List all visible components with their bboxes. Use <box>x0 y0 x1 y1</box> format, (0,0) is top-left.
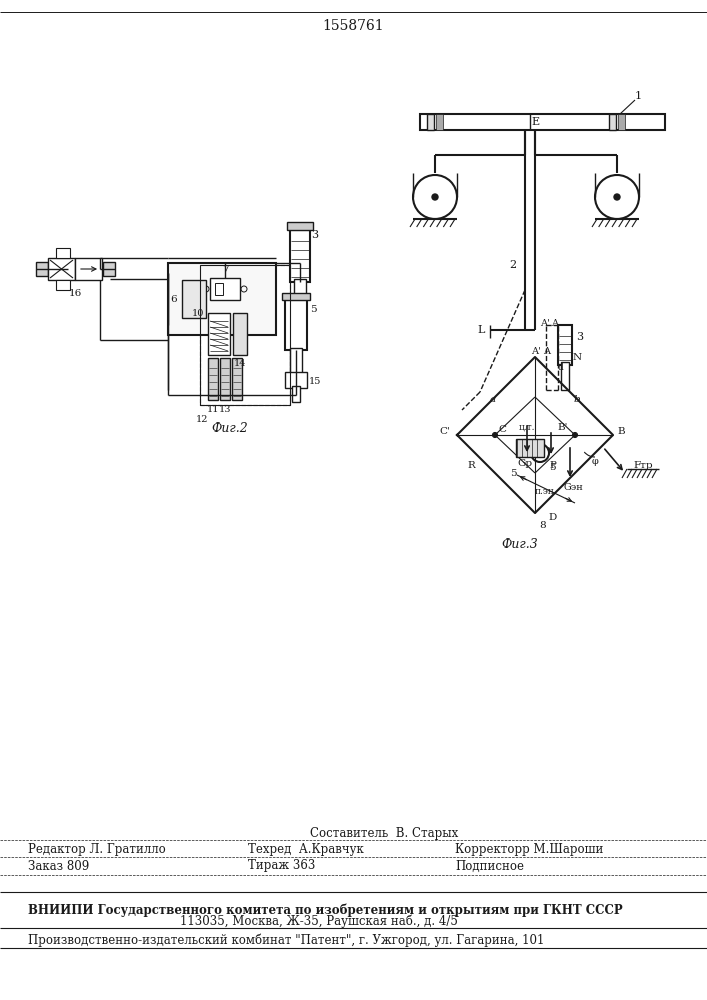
Text: B: B <box>617 426 625 436</box>
Text: Заказ 809: Заказ 809 <box>28 859 89 872</box>
Text: 15: 15 <box>309 377 321 386</box>
Text: 6: 6 <box>170 294 177 304</box>
Bar <box>282 293 310 300</box>
Text: C: C <box>498 424 506 434</box>
Text: b: b <box>573 394 580 403</box>
Bar <box>290 230 310 282</box>
Text: 5: 5 <box>549 462 555 472</box>
Bar <box>232 358 242 400</box>
Text: Тираж 363: Тираж 363 <box>248 859 315 872</box>
Text: 113035, Москва, Ж-35, Раушская наб., д. 4/5: 113035, Москва, Ж-35, Раушская наб., д. … <box>180 914 458 928</box>
Text: п.эн: п.эн <box>535 488 555 496</box>
Bar <box>200 265 290 405</box>
Bar <box>56 280 70 290</box>
Bar <box>208 313 230 355</box>
Text: 12: 12 <box>196 416 209 424</box>
Text: 16: 16 <box>69 290 81 298</box>
Bar <box>618 114 625 130</box>
Text: C': C' <box>440 426 450 436</box>
Bar <box>285 300 307 350</box>
Text: D: D <box>549 512 557 522</box>
Bar <box>516 439 544 457</box>
Circle shape <box>432 194 438 200</box>
Text: 2: 2 <box>510 260 517 270</box>
Bar <box>427 114 434 130</box>
Text: 11: 11 <box>206 406 219 414</box>
Text: Производственно-издательский комбинат "Патент", г. Ужгород, ул. Гагарина, 101: Производственно-издательский комбинат "П… <box>28 933 544 947</box>
Bar <box>48 258 75 280</box>
Text: N: N <box>573 353 582 361</box>
Text: Фиг.3: Фиг.3 <box>502 538 538 552</box>
Bar <box>75 258 102 280</box>
Bar <box>561 362 569 390</box>
Bar <box>220 358 230 400</box>
Text: 7: 7 <box>222 265 228 274</box>
Text: A': A' <box>531 348 541 357</box>
Text: 3: 3 <box>312 230 319 240</box>
Circle shape <box>493 432 498 438</box>
Bar <box>210 278 240 300</box>
Text: A': A' <box>540 320 550 328</box>
Bar <box>103 262 115 276</box>
Text: A: A <box>544 348 551 357</box>
Bar <box>233 313 247 355</box>
Bar <box>436 114 443 130</box>
Circle shape <box>573 432 578 438</box>
Bar <box>215 283 223 295</box>
Bar <box>420 114 665 130</box>
Text: 10: 10 <box>192 308 204 318</box>
Bar <box>182 280 206 318</box>
Text: ВНИИПИ Государственного комитета по изобретениям и открытиям при ГКНТ СССР: ВНИИПИ Государственного комитета по изоб… <box>28 903 623 917</box>
Bar <box>200 265 290 405</box>
Bar <box>168 263 276 335</box>
Bar <box>292 386 300 402</box>
Text: A: A <box>551 320 559 328</box>
Bar <box>294 279 306 317</box>
Bar <box>558 325 572 365</box>
Text: 13: 13 <box>218 406 231 414</box>
Bar <box>290 348 302 378</box>
Text: L: L <box>477 325 485 335</box>
Text: 8: 8 <box>539 520 547 530</box>
Text: a: a <box>490 394 496 403</box>
Text: Фиг.2: Фиг.2 <box>211 422 248 434</box>
Bar <box>208 358 218 400</box>
Text: 5: 5 <box>310 306 316 314</box>
Text: Корректорр М.Шароши: Корректорр М.Шароши <box>455 842 603 856</box>
Text: E: E <box>531 117 539 127</box>
Text: Составитель  В. Старых: Составитель В. Старых <box>310 826 458 840</box>
Text: 1558761: 1558761 <box>322 19 384 33</box>
Text: 14: 14 <box>234 359 246 367</box>
Bar <box>285 372 307 388</box>
Text: 3: 3 <box>576 332 583 342</box>
Circle shape <box>537 450 542 456</box>
Text: d: d <box>557 363 563 372</box>
Text: 1: 1 <box>634 91 641 101</box>
Text: ц.т.: ц.т. <box>519 422 535 432</box>
Circle shape <box>614 194 620 200</box>
Text: Подписное: Подписное <box>455 859 524 872</box>
Text: φ: φ <box>592 456 598 466</box>
Text: P: P <box>549 460 556 470</box>
Text: Редактор Л. Гратилло: Редактор Л. Гратилло <box>28 842 165 856</box>
Text: Fтр: Fтр <box>633 460 653 470</box>
Text: Техред  А.Кравчук: Техред А.Кравчук <box>248 842 363 856</box>
Text: Gэн: Gэн <box>563 483 583 491</box>
Text: B': B' <box>558 422 568 432</box>
Bar <box>36 262 48 276</box>
Bar <box>56 248 70 258</box>
Bar <box>609 114 616 130</box>
Bar <box>287 222 313 230</box>
Text: Gр: Gр <box>518 458 532 468</box>
Text: 5: 5 <box>510 468 516 478</box>
Text: R: R <box>467 460 475 470</box>
